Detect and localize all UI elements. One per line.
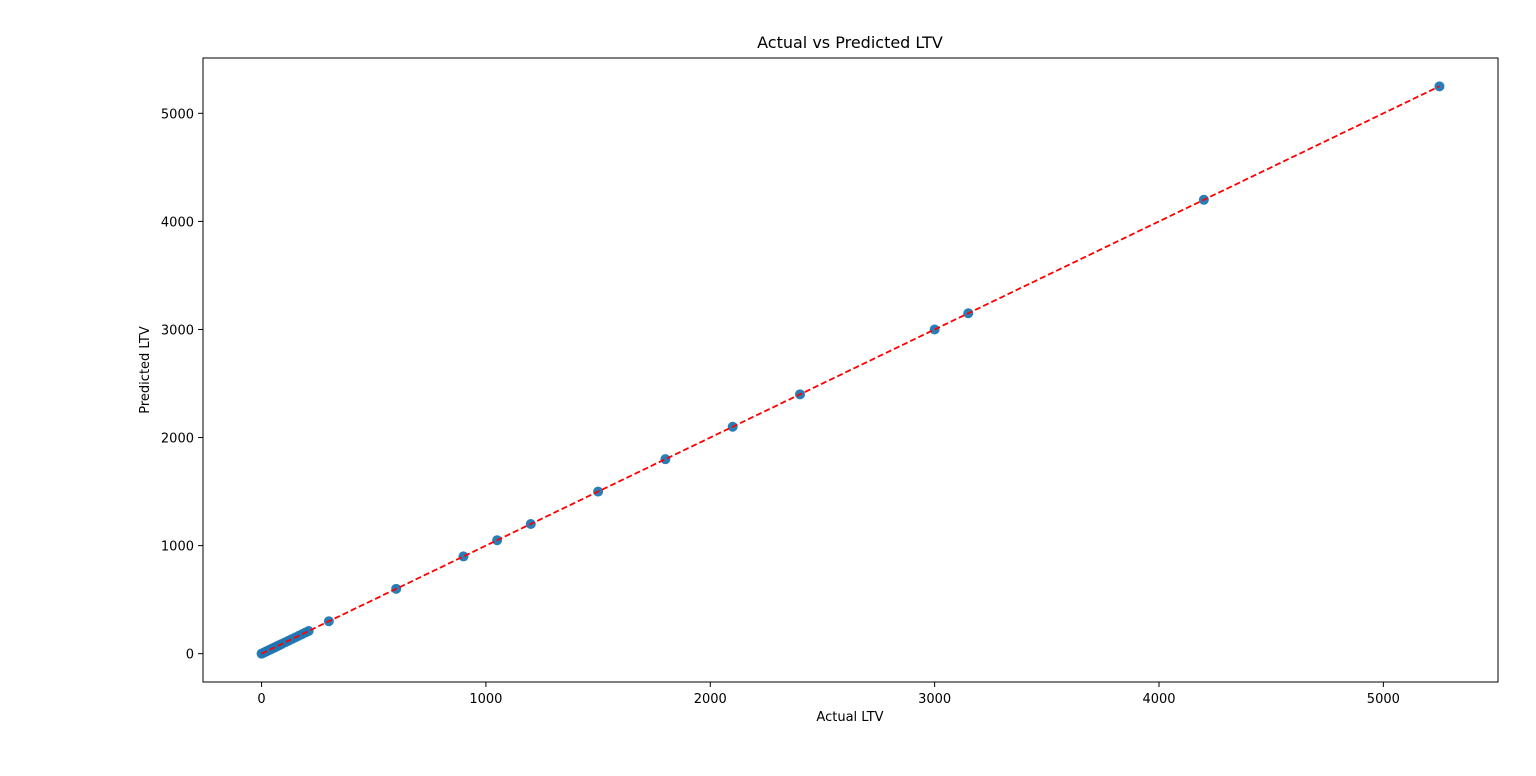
plot-data: [256, 81, 1445, 659]
y-tick-label: 0: [186, 648, 194, 663]
x-tick-label: 1000: [469, 692, 502, 707]
scatter-point: [660, 454, 671, 465]
y-tick-label: 1000: [161, 540, 194, 555]
y-tick-label: 4000: [161, 215, 194, 230]
scatter-point: [1434, 81, 1445, 92]
y-tick-label: 3000: [161, 323, 194, 338]
y-axis-label: Predicted LTV: [138, 326, 153, 414]
axes: 0 1000 2000 3000 4000 5000 0 1000 2000 3000 4000 50…: [161, 107, 1400, 707]
chart-title: Actual vs Predicted LTV: [757, 33, 943, 52]
axes-frame: [202, 57, 1499, 683]
x-tick-label: 2000: [694, 692, 727, 707]
reference-line: [261, 85, 1440, 655]
x-tick-label: 3000: [918, 692, 951, 707]
x-tick-label: 0: [257, 692, 265, 707]
x-tick-label: 5000: [1367, 692, 1400, 707]
y-tick-label: 5000: [161, 107, 194, 122]
scatter-point: [303, 625, 314, 636]
y-tick-label: 2000: [161, 432, 194, 447]
x-tick-label: 4000: [1142, 692, 1175, 707]
scatter-point: [458, 551, 469, 562]
x-axis-label: Actual LTV: [816, 710, 883, 725]
